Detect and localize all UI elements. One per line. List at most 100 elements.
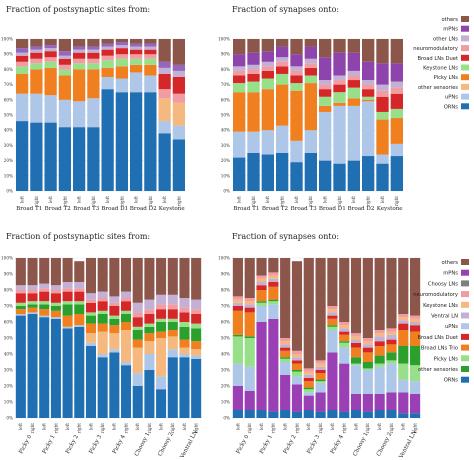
bar-segment-other-lns <box>191 299 202 310</box>
bar-label: left <box>353 423 358 430</box>
bar-segment-upns <box>129 72 143 93</box>
group-label: Broad D2 <box>348 206 375 212</box>
bar-segment-upns <box>244 366 255 391</box>
bar-segment-upns <box>247 131 260 153</box>
bar-segment-orns <box>191 358 202 418</box>
legend-label: other sensories <box>418 85 458 91</box>
bar-label: left <box>182 423 187 430</box>
legend-swatch <box>461 280 469 287</box>
bar-segment-others <box>39 258 50 284</box>
bar-segment-neuromodulatory <box>304 63 317 68</box>
bar-segment-other-lns <box>144 43 157 47</box>
bar-segment-mpns <box>290 54 303 67</box>
bar-segment-broad-lns-duet <box>256 285 267 290</box>
bar-segment-keystone-lns <box>386 331 397 335</box>
bar-segment-broad-lns-duet <box>291 360 303 364</box>
bar-segment-orns <box>30 122 43 191</box>
bar-segment-others <box>158 39 171 62</box>
legend-label: Broad LNs Trio <box>421 346 458 352</box>
bar-segment-others <box>276 39 289 47</box>
bar-segment-others <box>44 39 57 46</box>
group-label: Picky 3 <box>88 434 103 455</box>
bar-segment-other-lns <box>167 294 178 305</box>
bar-segment-keystone-lns <box>30 63 43 70</box>
bar-segment-picky-lns <box>62 315 73 327</box>
y-tick-label: 40% <box>4 352 13 357</box>
bar-label: left <box>265 196 270 203</box>
bar-segment-picky-lns <box>129 64 143 73</box>
bar-segment-broad-lns-trio <box>39 288 50 292</box>
bar-segment-neuromodulatory <box>374 330 385 334</box>
y-tick-label: 60% <box>221 97 230 102</box>
bar-segment-keystone-lns <box>268 275 279 279</box>
bar-segment-picky-lns <box>15 309 26 314</box>
bar-segment-mpns <box>304 46 317 59</box>
bar-segment-keystone-lns <box>115 58 129 67</box>
bar-segment-ventral-ln <box>315 366 326 370</box>
bar-segment-others <box>144 258 155 300</box>
bar-segment-upns <box>72 101 86 128</box>
bar-segment-other-lns <box>132 302 143 313</box>
bar-segment-broad-lns-duet <box>410 325 421 332</box>
bar-segment-neuromodulatory <box>97 310 108 314</box>
bar-segment-upns <box>132 373 143 386</box>
legend: others mPNs other LNs neuromodulatory Broad … <box>413 16 469 110</box>
bar-segment-neuromodulatory <box>101 55 114 61</box>
bar-segment-broad-lns-trio <box>350 347 362 358</box>
bar-segment-neuromodulatory <box>339 322 350 326</box>
bar-segment-keystone-lns <box>244 301 255 305</box>
group-label: Ventral LN <box>179 429 199 460</box>
bar-segment-broad-lns-trio <box>97 298 108 302</box>
bar-segment-others <box>62 258 73 282</box>
bar-segment-broad-lns-trio <box>144 46 157 50</box>
bar-segment-other-lns <box>97 291 108 298</box>
bar-segment-other-lns <box>74 282 85 289</box>
y-tick-label: 80% <box>4 67 13 72</box>
bar-segment-others <box>386 258 397 329</box>
bar-segment-mpns <box>327 352 338 410</box>
bar-segment-picky-lns <box>268 301 279 305</box>
bar-segment-broad-lns-trio <box>132 312 143 318</box>
group-label: Picky 4 <box>330 434 345 455</box>
bar-label: left <box>134 196 139 203</box>
bar-segment-broad-lns-duet <box>244 307 255 313</box>
bar-segment-picky-lns <box>410 365 421 382</box>
bar-segment-keystone-lns <box>315 363 326 367</box>
bar-segment-broad-lns-trio <box>30 49 43 53</box>
bar-segment-broad-lns-duet <box>319 89 332 97</box>
y-tick-label: 30% <box>4 143 13 148</box>
bar-segment-other-sensories <box>232 334 243 337</box>
bar-segment-other-lns <box>233 66 246 71</box>
bar-label: right <box>194 423 199 434</box>
y-tick-label: 100% <box>218 37 230 42</box>
bar-segment-mpns <box>347 52 360 71</box>
bar-segment-picky-lns <box>58 75 72 100</box>
bar-segment-other-lns <box>172 64 186 71</box>
bar-segment-other-sensories <box>327 325 338 327</box>
bar-segment-neuromodulatory <box>109 315 120 319</box>
bar-segment-others <box>144 39 157 44</box>
bar-label: right <box>412 423 417 434</box>
y-tick-label: 90% <box>221 52 230 57</box>
bar-segment-other-lns <box>290 66 303 71</box>
bar-segment-keystone-lns <box>327 309 338 313</box>
legend-label: other sensories <box>418 367 458 373</box>
bar-segment-ventral-ln <box>291 357 303 361</box>
group-label: Broad T3 <box>73 206 100 212</box>
bar-segment-neuromodulatory <box>62 301 73 305</box>
bar-segment-others <box>327 258 338 306</box>
group-label: Broad D1 <box>101 206 128 212</box>
bar-segment-neuromodulatory <box>144 323 155 327</box>
chart-panel-2: Fraction of postsynaptic sites from: 0% 10… <box>1 232 202 460</box>
legend-swatch <box>461 93 469 100</box>
bar-segment-other-sensories <box>172 102 186 126</box>
y-tick-label: 20% <box>4 158 13 163</box>
bar-label: right <box>342 423 347 434</box>
bar-segment-picky-lns <box>376 119 389 155</box>
legend-swatch <box>461 83 469 90</box>
bar-label: left <box>135 423 140 430</box>
chart-title: Fraction of postsynaptic sites from: <box>6 232 150 241</box>
bar-segment-neuromodulatory <box>232 296 243 300</box>
bar-segment-mpns <box>362 394 373 412</box>
bar-segment-broad-lns-trio <box>109 302 120 306</box>
